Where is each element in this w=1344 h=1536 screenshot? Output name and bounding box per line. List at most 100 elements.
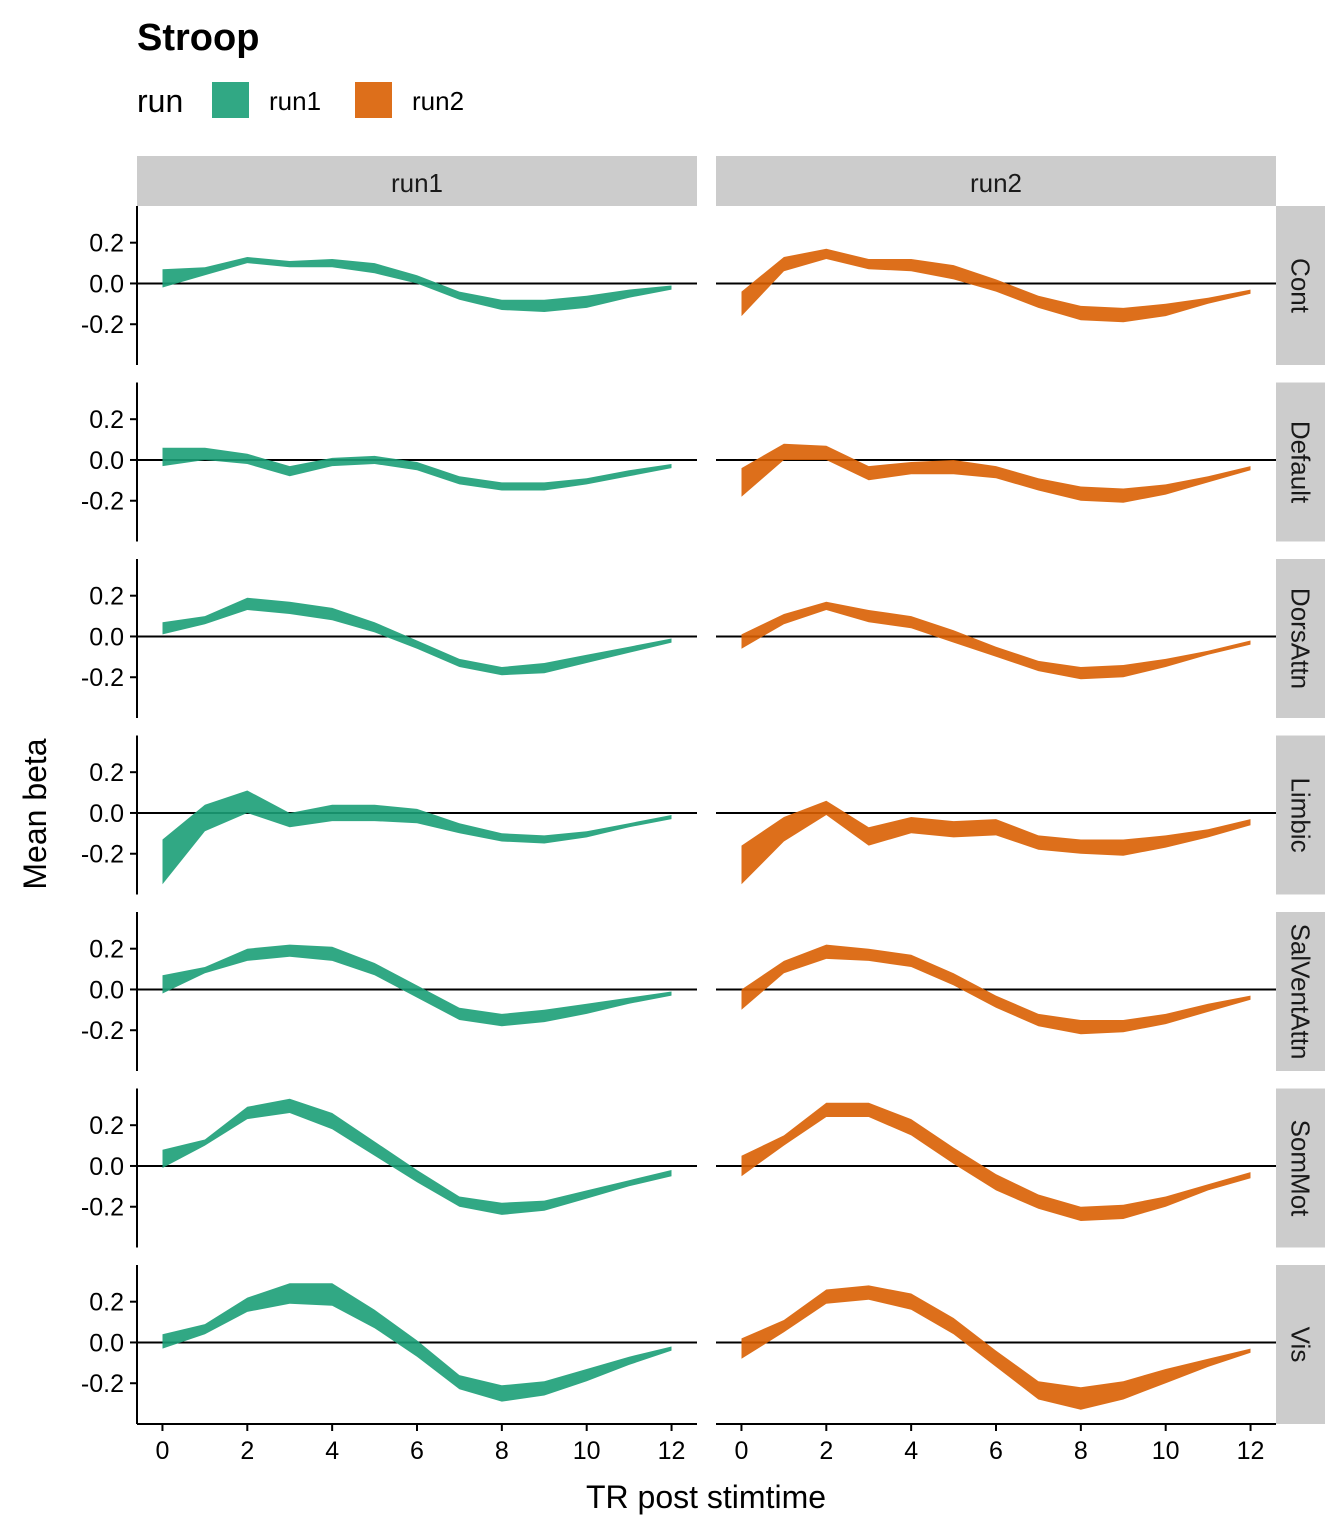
strip-right-vis: Vis [1276,1265,1325,1424]
strip-right-label: Vis [1286,1327,1316,1363]
y-tick-label: 0.2 [89,1289,124,1317]
y-tick-label: 0.2 [89,230,124,258]
x-tick-label: 6 [989,1437,1003,1465]
y-tick-label: 0.0 [89,1329,124,1357]
y-axis-sommot: 0.2 0.0 -0.2 [81,1088,138,1248]
strip-right-bg [1276,1265,1325,1424]
ribbon-run2-limbic [741,800,1251,885]
panel-run1-cont [137,257,697,312]
y-axis-vis: 0.2 0.0 -0.2 [81,1265,138,1424]
legend: run run1 run2 [137,82,464,119]
y-tick-label: -0.2 [81,488,124,516]
y-axis-default: 0.2 0.0 -0.2 [81,382,138,542]
strip-right-cont: Cont [1276,206,1325,365]
strip-top-run1: run1 [137,156,697,206]
y-tick-label: -0.2 [81,1017,124,1045]
panel-run2-dorsattn [716,601,1276,680]
y-axis-limbic: 0.2 0.0 -0.2 [81,735,138,895]
ribbon-run2-sommot [741,1102,1251,1221]
y-tick-label: -0.2 [81,311,124,339]
y-tick-label: 0.2 [89,936,124,964]
strip-right-limbic: Limbic [1276,735,1325,895]
x-tick-label: 2 [240,1437,254,1465]
ribbon-run2-vis [741,1285,1251,1410]
facet-panels: run1 run2 Cont 0.2 0.0 -0.2 Default 0.2 0.0 -0.2 D… [81,156,1325,1465]
panel-run1-vis [137,1283,697,1402]
x-tick-label: 12 [658,1437,686,1465]
strip-right-label: Cont [1286,258,1316,314]
y-tick-label: 0.2 [89,583,124,611]
y-tick-label: 0.2 [89,406,124,434]
strip-right-bg [1276,559,1325,718]
y-tick-label: -0.2 [81,1194,124,1222]
panel-run1-sommot [137,1098,697,1215]
x-tick-label: 12 [1237,1437,1265,1465]
strip-right-dorsattn: DorsAttn [1276,559,1325,718]
x-axis-run2: 0 2 4 6 8 10 12 [716,1423,1276,1465]
y-axis-dorsattn: 0.2 0.0 -0.2 [81,559,138,718]
strip-right-bg [1276,912,1325,1071]
x-tick-label: 10 [1152,1437,1180,1465]
y-tick-label: -0.2 [81,1370,124,1398]
y-tick-label: 0.0 [89,800,124,828]
panel-run2-vis [716,1285,1276,1410]
ribbon-run1-default [162,447,672,491]
x-tick-label: 6 [410,1437,424,1465]
panel-run1-salventattn [137,944,697,1027]
strip-right-label: SalVentAttn [1286,924,1316,1060]
x-tick-label: 4 [904,1437,918,1465]
strip-right-label: DorsAttn [1286,588,1316,689]
legend-key-run2 [355,82,392,118]
strip-top-bg [137,156,697,206]
ribbon-run2-dorsattn [741,601,1251,680]
x-tick-label: 8 [495,1437,509,1465]
ribbon-run2-default [741,443,1251,503]
legend-label-run1: run1 [269,86,321,116]
y-tick-label: 0.0 [89,270,124,298]
legend-title: run [137,83,183,119]
chart-title: Stroop [137,17,259,59]
legend-key-run1 [212,82,249,118]
ribbon-run1-cont [162,257,672,312]
strip-top-label: run1 [391,168,443,198]
x-tick-label: 4 [325,1437,339,1465]
x-axis-title: TR post stimtime [586,1479,826,1515]
y-tick-label: 0.0 [89,447,124,475]
ribbon-run2-cont [741,248,1251,323]
x-tick-label: 0 [156,1437,170,1465]
ribbon-run1-salventattn [162,944,672,1027]
x-tick-label: 2 [819,1437,833,1465]
strip-right-salventattn: SalVentAttn [1276,912,1325,1071]
y-tick-label: 0.0 [89,623,124,651]
panel-run1-limbic [137,790,697,885]
strip-right-label: Default [1286,421,1316,504]
y-tick-label: 0.0 [89,1153,124,1181]
panel-run1-dorsattn [137,597,697,676]
y-tick-label: 0.2 [89,1112,124,1140]
strip-top-label: run2 [970,168,1022,198]
legend-label-run2: run2 [412,86,464,116]
panel-run2-salventattn [716,944,1276,1035]
strip-top-run2: run2 [716,156,1276,206]
panel-run2-limbic [716,800,1276,885]
strip-right-bg [1276,206,1325,365]
strip-right-default: Default [1276,382,1325,542]
y-tick-label: -0.2 [81,841,124,869]
strip-right-label: Limbic [1286,777,1316,852]
y-tick-label: -0.2 [81,664,124,692]
ribbon-run1-limbic [162,790,672,885]
y-tick-label: 0.0 [89,976,124,1004]
y-axis-cont: 0.2 0.0 -0.2 [81,206,138,365]
y-axis-salventattn: 0.2 0.0 -0.2 [81,912,138,1071]
strip-right-label: SomMot [1286,1120,1316,1218]
y-axis-title: Mean beta [17,738,53,889]
strip-top-bg [716,156,1276,206]
strip-right-bg [1276,735,1325,895]
strip-right-bg [1276,1088,1325,1248]
ribbon-run1-vis [162,1283,672,1402]
x-tick-label: 10 [573,1437,601,1465]
panel-run2-default [716,443,1276,503]
strip-right-sommot: SomMot [1276,1088,1325,1248]
panel-run1-default [137,447,697,491]
